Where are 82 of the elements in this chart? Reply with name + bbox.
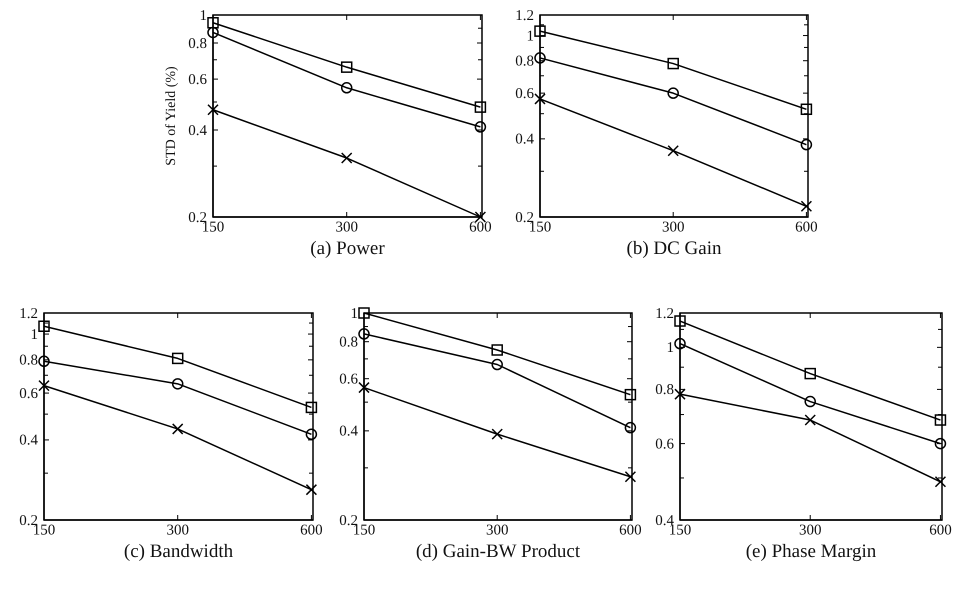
point bbox=[800, 200, 812, 212]
y-tick-label: 1 bbox=[666, 340, 674, 356]
x-tick-label: 300 bbox=[166, 522, 189, 539]
point bbox=[474, 121, 486, 133]
y-tick-label: 0.8 bbox=[655, 382, 674, 398]
point bbox=[172, 423, 184, 435]
point bbox=[934, 414, 946, 426]
point bbox=[934, 438, 946, 450]
point bbox=[38, 356, 50, 368]
point bbox=[358, 328, 370, 340]
y-axis-title: STD of Yield (%) bbox=[164, 66, 179, 166]
point bbox=[534, 25, 546, 37]
x-tick-label: 600 bbox=[619, 522, 642, 539]
y-tick-label: 1.2 bbox=[515, 8, 534, 24]
y-tick-label: 0.8 bbox=[19, 352, 38, 369]
y-tick-label: 1 bbox=[350, 306, 358, 322]
point bbox=[667, 58, 679, 70]
point bbox=[804, 414, 816, 426]
point bbox=[491, 428, 503, 440]
y-tick-label: 1 bbox=[30, 326, 38, 343]
x-tick-label: 600 bbox=[929, 522, 952, 539]
text: (a) Power bbox=[310, 238, 386, 259]
point bbox=[172, 352, 184, 364]
x-tick-label: 600 bbox=[469, 220, 492, 236]
y-tick-label: 0.4 bbox=[515, 132, 534, 148]
point bbox=[804, 396, 816, 408]
y-tick-label: 0.8 bbox=[188, 36, 207, 52]
point bbox=[207, 17, 219, 29]
point bbox=[38, 320, 50, 332]
point bbox=[340, 152, 352, 164]
point bbox=[800, 104, 812, 116]
y-tick-label: 0.6 bbox=[19, 386, 38, 402]
point bbox=[306, 484, 318, 496]
point bbox=[358, 382, 370, 394]
point bbox=[534, 52, 546, 64]
x-tick-label: 300 bbox=[335, 220, 358, 236]
point bbox=[674, 388, 686, 400]
point bbox=[624, 422, 636, 434]
y-tick-label: 1 bbox=[526, 28, 534, 44]
point bbox=[358, 307, 370, 319]
text: (e) Phase Margin bbox=[746, 541, 877, 562]
point bbox=[624, 470, 636, 482]
y-tick-label: 0.6 bbox=[515, 86, 534, 102]
point bbox=[306, 428, 318, 440]
point bbox=[474, 101, 486, 113]
point bbox=[800, 138, 812, 150]
point bbox=[306, 402, 318, 414]
y-tick-label: 0.4 bbox=[188, 122, 208, 139]
x-tick-label: 300 bbox=[798, 522, 822, 539]
point bbox=[667, 144, 679, 156]
y-tick-label: 0.4 bbox=[19, 432, 38, 449]
x-tick-label: 300 bbox=[486, 522, 508, 539]
y-tick-label: 0.4 bbox=[339, 424, 358, 440]
point bbox=[667, 87, 679, 99]
text: (c) Bandwidth bbox=[124, 541, 234, 562]
point bbox=[934, 476, 946, 488]
point bbox=[207, 104, 219, 116]
point bbox=[674, 338, 686, 350]
point bbox=[534, 93, 546, 105]
y-tick-label: 0.6 bbox=[188, 72, 208, 88]
y-tick-label: 0.6 bbox=[655, 436, 674, 452]
point bbox=[207, 26, 219, 38]
x-tick-label: 600 bbox=[795, 220, 818, 236]
point bbox=[172, 378, 184, 390]
point bbox=[38, 380, 50, 392]
point bbox=[804, 368, 816, 380]
x-tick-label: 300 bbox=[662, 220, 684, 236]
text: (b) DC Gain bbox=[626, 238, 722, 259]
y-tick-label: 0.8 bbox=[515, 54, 534, 70]
text: (d) Gain-BW Product bbox=[416, 541, 581, 562]
point bbox=[674, 315, 686, 327]
point bbox=[491, 344, 503, 356]
y-tick-label: 1.2 bbox=[19, 306, 38, 322]
point bbox=[491, 358, 503, 370]
y-tick-label: 1.2 bbox=[655, 306, 674, 322]
point bbox=[340, 61, 352, 73]
x-tick-label: 600 bbox=[300, 522, 323, 539]
point bbox=[624, 388, 636, 400]
y-tick-label: 1 bbox=[200, 8, 207, 24]
point bbox=[340, 82, 352, 94]
y-tick-label: 0.6 bbox=[339, 372, 358, 388]
y-tick-label: 0.8 bbox=[339, 334, 358, 350]
